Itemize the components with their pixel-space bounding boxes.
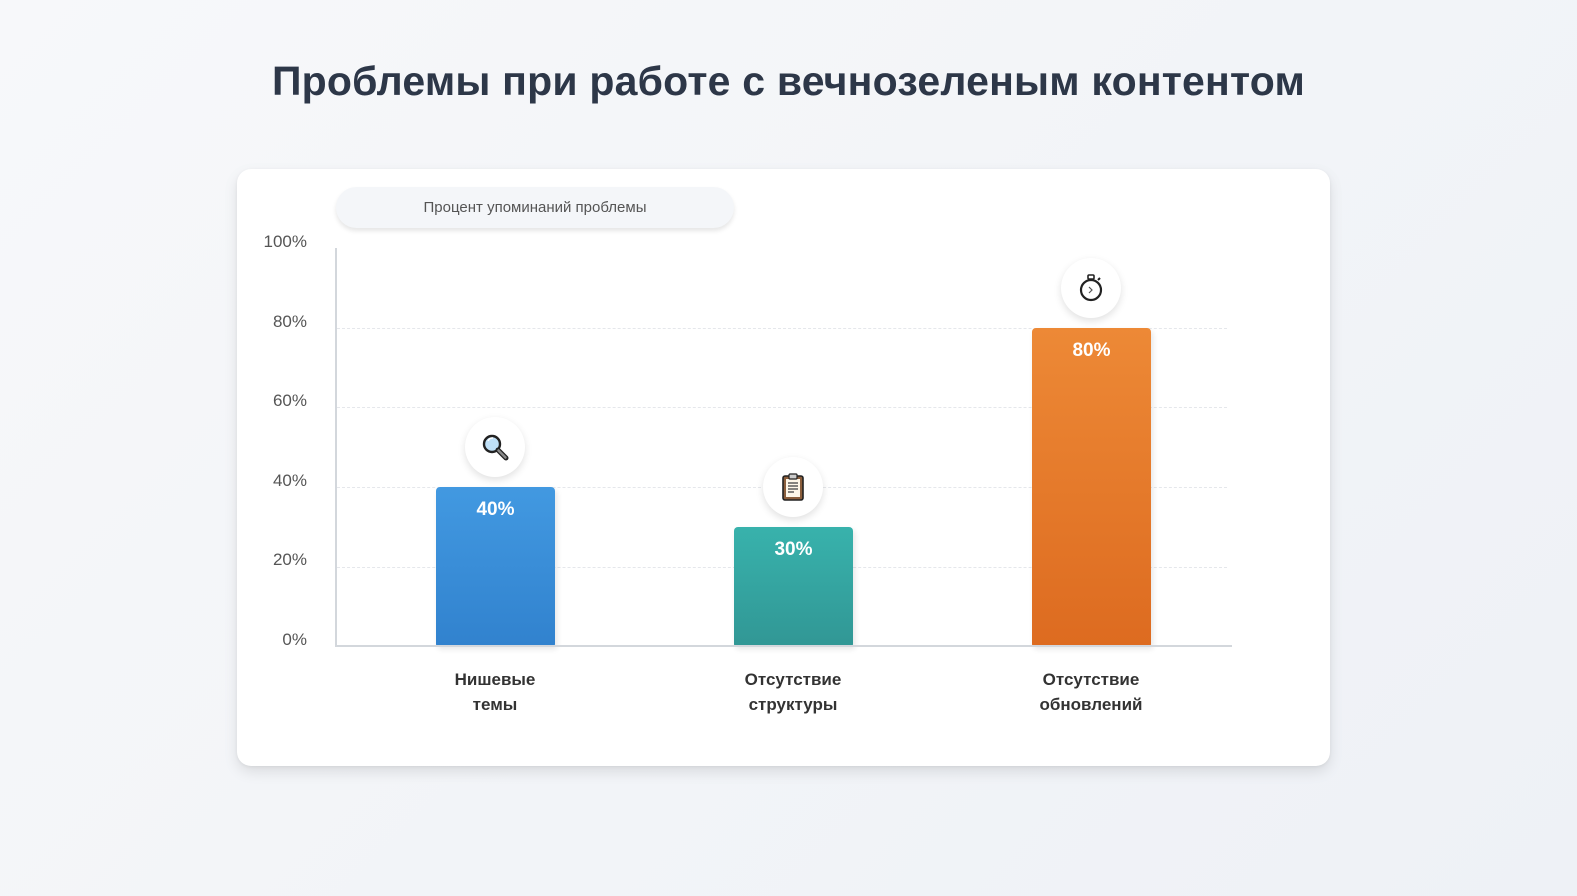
y-tick-60: 60% [272, 391, 307, 410]
x-label-no-updates: Отсутствие обновлений [991, 667, 1191, 717]
y-tick-40: 40% [272, 471, 307, 490]
x-label-line: Отсутствие [1042, 670, 1140, 689]
gridline-80 [337, 328, 1227, 329]
x-axis-line [335, 645, 1232, 647]
bar-value-label: 80% [1072, 340, 1111, 361]
bar-niche-topics[interactable]: 40% [436, 487, 555, 646]
y-tick-100: 100% [263, 232, 307, 251]
stopwatch-icon [1061, 258, 1121, 318]
x-label-no-structure: Отсутствие структуры [693, 667, 893, 717]
y-axis-line [335, 248, 337, 646]
x-label-line: обновлений [1039, 695, 1143, 714]
magnifying-glass-icon [465, 417, 525, 477]
x-label-line: темы [472, 695, 518, 714]
bar-value-label: 30% [774, 539, 813, 560]
bar-no-updates[interactable]: 80% [1032, 328, 1151, 646]
x-label-line: Нишевые [454, 670, 536, 689]
page-title: Проблемы при работе с вечнозеленым конте… [272, 58, 1305, 104]
bar-no-structure[interactable]: 30% [734, 527, 853, 646]
x-label-niche-topics: Нишевые темы [395, 667, 595, 717]
clipboard-icon [763, 457, 823, 517]
y-tick-80: 80% [272, 312, 307, 331]
y-tick-20: 20% [272, 550, 307, 569]
x-label-line: структуры [748, 695, 838, 714]
y-tick-0: 0% [282, 630, 307, 649]
chart-card: Процент упоминаний проблемы 100% 80% 60%… [237, 169, 1330, 766]
legend-label: Процент упоминаний проблемы [423, 199, 647, 216]
bar-value-label: 40% [476, 499, 515, 520]
gridline-60 [337, 407, 1227, 408]
legend: Процент упоминаний проблемы [336, 187, 734, 228]
x-label-line: Отсутствие [744, 670, 842, 689]
